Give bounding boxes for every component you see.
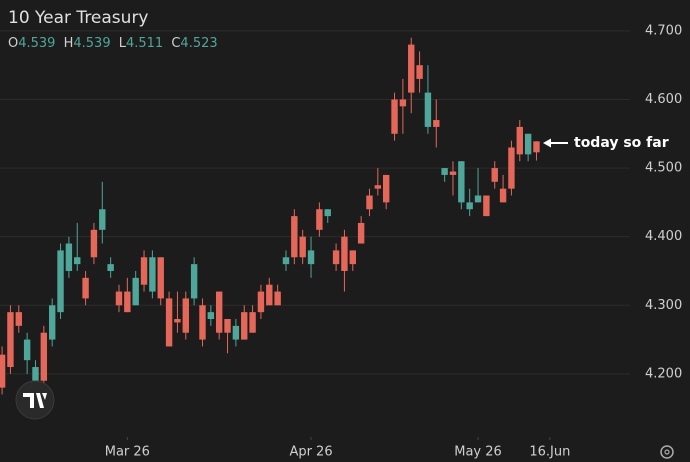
candle-body: [65, 243, 73, 271]
y-tick-label: 4.400: [645, 229, 682, 244]
candle-body: [149, 257, 156, 292]
candle-body: [382, 174, 390, 203]
candle-body: [15, 312, 22, 326]
candle-body: [224, 319, 231, 333]
candle-body: [458, 161, 465, 203]
candle-body: [449, 171, 457, 175]
candle-body: [23, 339, 31, 361]
candle-body: [424, 92, 432, 127]
candle-body: [466, 202, 473, 210]
candle-body: [74, 257, 81, 265]
candle-body: [82, 277, 89, 299]
candle-body: [307, 250, 315, 265]
candle-body: [124, 291, 131, 313]
candle-body: [257, 291, 265, 313]
candle-body: [199, 305, 206, 340]
candle-body: [132, 277, 139, 306]
candle-body: [241, 312, 248, 340]
candle-body: [190, 264, 198, 299]
annotation: today so far: [543, 135, 669, 151]
candle-body: [483, 195, 490, 217]
candle-body: [324, 209, 331, 217]
candle-body: [40, 332, 48, 381]
candle-body: [32, 367, 39, 381]
ohlc-label: O: [8, 36, 18, 51]
candle-body: [115, 291, 123, 306]
ohlc-value: 4.539: [73, 36, 110, 51]
candle-body: [416, 65, 423, 79]
logo-mark: [23, 393, 47, 408]
y-tick-label: 4.600: [645, 92, 682, 107]
ohlc-value: 4.511: [126, 36, 163, 51]
ohlc-label: L: [119, 36, 127, 51]
candle-body: [499, 188, 507, 203]
candle-body: [249, 312, 256, 333]
ohlc-value: 4.523: [180, 36, 217, 51]
candle-body: [524, 133, 532, 155]
candle-body: [282, 257, 290, 265]
candle-body: [207, 312, 215, 320]
candle-body: [399, 99, 407, 107]
chart-title: 10 Year Treasury: [8, 8, 149, 28]
settings-icon[interactable]: [660, 445, 674, 459]
candle-body: [316, 209, 323, 230]
candle-body: [508, 147, 515, 189]
candle-body: [533, 141, 540, 153]
candle-body: [299, 236, 306, 258]
candle-body: [90, 229, 98, 258]
candle-body: [157, 257, 164, 299]
y-tick-label: 4.300: [645, 298, 682, 313]
candle-body: [391, 99, 398, 134]
candle-body: [474, 195, 482, 203]
annotation-arrowhead: [543, 138, 551, 148]
candle-body: [366, 195, 373, 210]
candle-body: [491, 168, 498, 182]
x-tick-label: 16.Jun: [529, 445, 570, 460]
candle-body: [174, 319, 181, 323]
y-tick-label: 4.200: [645, 366, 682, 381]
candle-body: [99, 209, 106, 230]
candle-body: [357, 222, 365, 244]
candle-body: [140, 257, 148, 285]
candle-body: [291, 216, 298, 258]
ohlc-label: C: [171, 36, 180, 51]
y-tick-label: 4.500: [645, 161, 682, 176]
candles: [0, 37, 540, 395]
candle-body: [516, 126, 523, 155]
candle-body: [165, 298, 173, 347]
annotation-text: today so far: [574, 135, 669, 151]
ohlc-value: 4.539: [18, 36, 55, 51]
candle-body: [433, 120, 440, 127]
candle-body: [7, 312, 14, 368]
grid: [0, 30, 630, 440]
candle-body: [349, 250, 356, 265]
settings-gear-hub[interactable]: [664, 449, 670, 455]
candle-body: [57, 250, 64, 313]
candle-body: [215, 291, 223, 333]
candle-body: [266, 284, 273, 306]
x-tick-label: May 26: [454, 445, 502, 460]
ohlc-label: H: [64, 36, 74, 51]
candle-body: [408, 44, 415, 93]
logo: [15, 380, 55, 420]
logo-badge: [15, 380, 55, 420]
ohlc-legend: O4.539 H4.539 L4.511 C4.523: [8, 36, 218, 51]
settings-gear[interactable]: [660, 445, 674, 459]
candle-body: [48, 305, 56, 340]
candle-body: [374, 185, 382, 189]
candle-body: [182, 298, 189, 333]
candle-body: [107, 264, 114, 271]
candle-body: [332, 250, 340, 265]
candle-body: [341, 236, 348, 271]
candle-body: [0, 354, 6, 388]
x-tick-label: Apr 26: [289, 445, 332, 460]
x-tick-label: Mar 26: [105, 445, 150, 460]
candle-body: [441, 168, 448, 175]
y-tick-label: 4.700: [645, 23, 682, 38]
candle-body: [274, 291, 281, 306]
candle-body: [232, 325, 240, 340]
